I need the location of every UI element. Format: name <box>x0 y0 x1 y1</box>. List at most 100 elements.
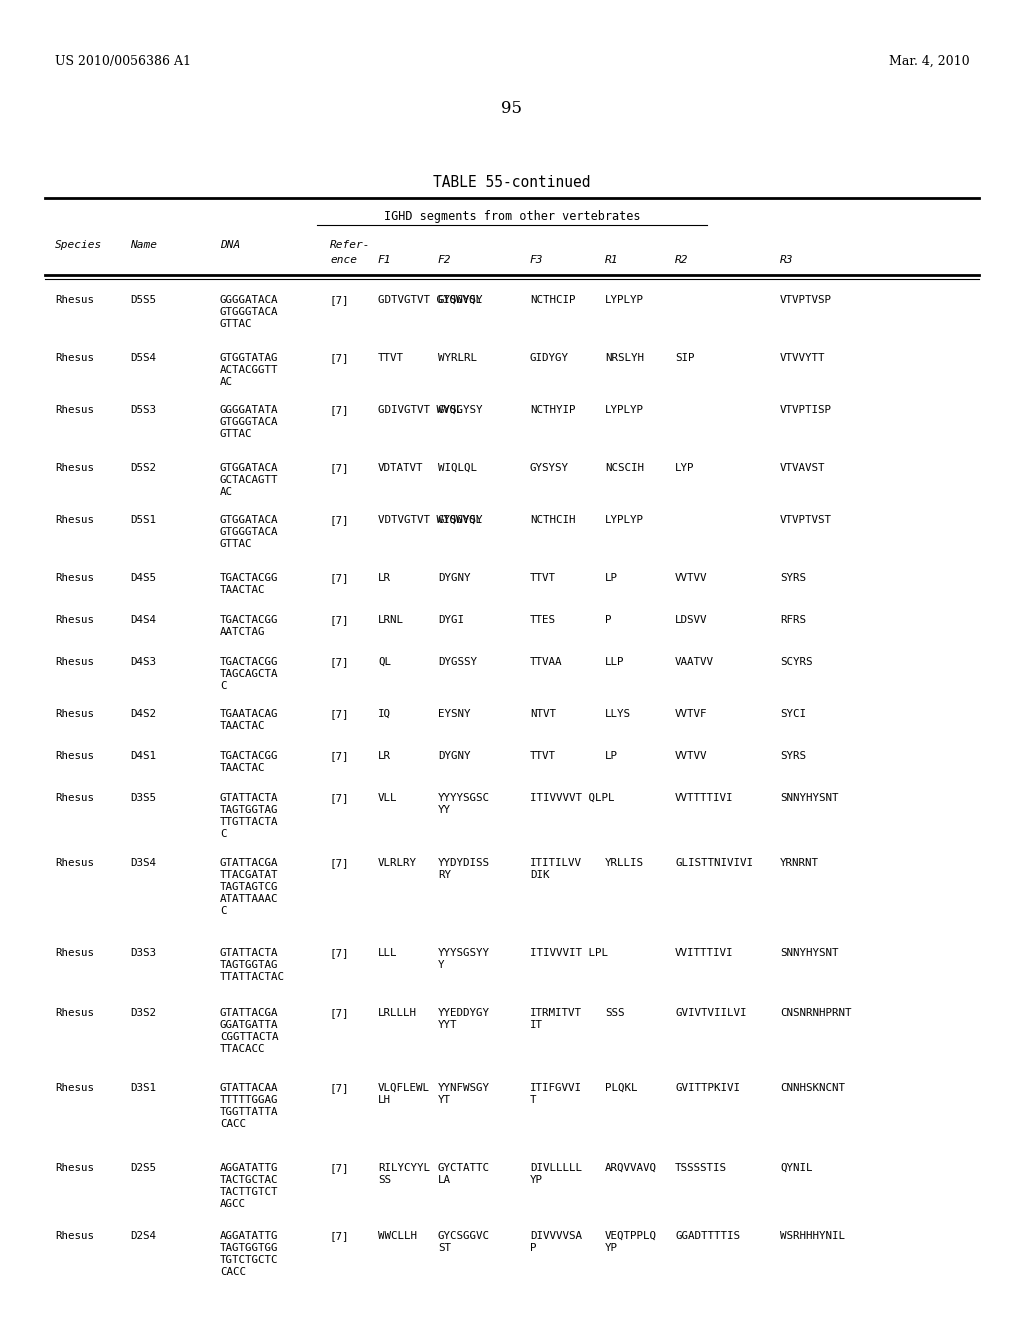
Text: YYNFWSGY
YT: YYNFWSGY YT <box>438 1082 490 1105</box>
Text: SYRS: SYRS <box>780 573 806 583</box>
Text: GVIVTVIILVI: GVIVTVIILVI <box>675 1008 746 1018</box>
Text: Rhesus: Rhesus <box>55 615 94 624</box>
Text: TSSSSTIS: TSSSSTIS <box>675 1163 727 1173</box>
Text: ITIVVVIT LPL: ITIVVVIT LPL <box>530 948 608 958</box>
Text: GYSYSY: GYSYSY <box>530 463 569 473</box>
Text: F2: F2 <box>438 255 452 265</box>
Text: D3S1: D3S1 <box>130 1082 156 1093</box>
Text: SSS: SSS <box>605 1008 625 1018</box>
Text: NCTHCIH: NCTHCIH <box>530 515 575 525</box>
Text: GTGGTATAG
ACTACGGTT
AC: GTGGTATAG ACTACGGTT AC <box>220 352 279 387</box>
Text: NCSCIH: NCSCIH <box>605 463 644 473</box>
Text: GYSGYSY: GYSGYSY <box>438 294 483 305</box>
Text: D2S5: D2S5 <box>130 1163 156 1173</box>
Text: VTVVYTT: VTVVYTT <box>780 352 825 363</box>
Text: TGAATACAG
TAACTAC: TGAATACAG TAACTAC <box>220 709 279 731</box>
Text: R3: R3 <box>780 255 794 265</box>
Text: [7]: [7] <box>330 858 349 869</box>
Text: VVTVV: VVTVV <box>675 751 708 762</box>
Text: ITIVVVVT QLPL: ITIVVVVT QLPL <box>530 793 614 803</box>
Text: SNNYHYSNT: SNNYHYSNT <box>780 948 839 958</box>
Text: 95: 95 <box>502 100 522 117</box>
Text: WYRLRL: WYRLRL <box>438 352 477 363</box>
Text: VTVPTVST: VTVPTVST <box>780 515 831 525</box>
Text: RILYCYYL
SS: RILYCYYL SS <box>378 1163 430 1185</box>
Text: GIDYGY: GIDYGY <box>530 352 569 363</box>
Text: D3S5: D3S5 <box>130 793 156 803</box>
Text: Rhesus: Rhesus <box>55 294 94 305</box>
Text: [7]: [7] <box>330 352 349 363</box>
Text: D3S3: D3S3 <box>130 948 156 958</box>
Text: ITIFGVVI
T: ITIFGVVI T <box>530 1082 582 1105</box>
Text: D4S1: D4S1 <box>130 751 156 762</box>
Text: F1: F1 <box>378 255 391 265</box>
Text: GTATTACTA
TAGTGGTAG
TTGTTACTA
C: GTATTACTA TAGTGGTAG TTGTTACTA C <box>220 793 279 840</box>
Text: ITITILVV
DIK: ITITILVV DIK <box>530 858 582 880</box>
Text: VDTATVT: VDTATVT <box>378 463 424 473</box>
Text: [7]: [7] <box>330 515 349 525</box>
Text: Rhesus: Rhesus <box>55 948 94 958</box>
Text: IGHD segments from other vertebrates: IGHD segments from other vertebrates <box>384 210 640 223</box>
Text: LDSVV: LDSVV <box>675 615 708 624</box>
Text: D5S4: D5S4 <box>130 352 156 363</box>
Text: TABLE 55-continued: TABLE 55-continued <box>433 176 591 190</box>
Text: VVITTTIVI: VVITTTIVI <box>675 948 733 958</box>
Text: VLQFLEWL
LH: VLQFLEWL LH <box>378 1082 430 1105</box>
Text: GTATTACAA
TTTTTGGAG
TGGTTATTA
CACC: GTATTACAA TTTTTGGAG TGGTTATTA CACC <box>220 1082 279 1129</box>
Text: [7]: [7] <box>330 1082 349 1093</box>
Text: D4S4: D4S4 <box>130 615 156 624</box>
Text: PLQKL: PLQKL <box>605 1082 638 1093</box>
Text: Rhesus: Rhesus <box>55 463 94 473</box>
Text: GLISTTNIVIVI: GLISTTNIVIVI <box>675 858 753 869</box>
Text: LYPLYP: LYPLYP <box>605 515 644 525</box>
Text: [7]: [7] <box>330 615 349 624</box>
Text: [7]: [7] <box>330 793 349 803</box>
Text: GGGGATACA
GTGGGTACA
GTTAC: GGGGATACA GTGGGTACA GTTAC <box>220 294 279 329</box>
Text: DYGNY: DYGNY <box>438 573 470 583</box>
Text: DIVLLLLL
YP: DIVLLLLL YP <box>530 1163 582 1185</box>
Text: NRSLYH: NRSLYH <box>605 352 644 363</box>
Text: ITRMITVT
IT: ITRMITVT IT <box>530 1008 582 1030</box>
Text: [7]: [7] <box>330 573 349 583</box>
Text: Name: Name <box>130 240 157 249</box>
Text: LYPLYP: LYPLYP <box>605 294 644 305</box>
Text: [7]: [7] <box>330 948 349 958</box>
Text: CNSNRNHPRNT: CNSNRNHPRNT <box>780 1008 852 1018</box>
Text: US 2010/0056386 A1: US 2010/0056386 A1 <box>55 55 191 69</box>
Text: SYRS: SYRS <box>780 751 806 762</box>
Text: [7]: [7] <box>330 751 349 762</box>
Text: VLRLRY: VLRLRY <box>378 858 417 869</box>
Text: VTVPTVSP: VTVPTVSP <box>780 294 831 305</box>
Text: TTVT: TTVT <box>530 751 556 762</box>
Text: DIVVVVSA
P: DIVVVVSA P <box>530 1232 582 1253</box>
Text: DNA: DNA <box>220 240 241 249</box>
Text: SCYRS: SCYRS <box>780 657 812 667</box>
Text: YYDYDISS
RY: YYDYDISS RY <box>438 858 490 880</box>
Text: GTGGATACA
GTGGGTACA
GTTAC: GTGGATACA GTGGGTACA GTTAC <box>220 515 279 549</box>
Text: VVTVF: VVTVF <box>675 709 708 719</box>
Text: D4S3: D4S3 <box>130 657 156 667</box>
Text: DYGI: DYGI <box>438 615 464 624</box>
Text: TTVAA: TTVAA <box>530 657 562 667</box>
Text: GGADTTTTIS: GGADTTTTIS <box>675 1232 740 1241</box>
Text: DYGNY: DYGNY <box>438 751 470 762</box>
Text: Rhesus: Rhesus <box>55 858 94 869</box>
Text: QL: QL <box>378 657 391 667</box>
Text: D5S2: D5S2 <box>130 463 156 473</box>
Text: GDTVGTVT GIQWVQL: GDTVGTVT GIQWVQL <box>378 294 482 305</box>
Text: YYEDDYGY
YYT: YYEDDYGY YYT <box>438 1008 490 1030</box>
Text: DYGSSY: DYGSSY <box>438 657 477 667</box>
Text: R2: R2 <box>675 255 688 265</box>
Text: SIP: SIP <box>675 352 694 363</box>
Text: Rhesus: Rhesus <box>55 352 94 363</box>
Text: ARQVVAVQ: ARQVVAVQ <box>605 1163 657 1173</box>
Text: Rhesus: Rhesus <box>55 405 94 414</box>
Text: F3: F3 <box>530 255 544 265</box>
Text: Rhesus: Rhesus <box>55 657 94 667</box>
Text: LYP: LYP <box>675 463 694 473</box>
Text: [7]: [7] <box>330 463 349 473</box>
Text: P: P <box>605 615 611 624</box>
Text: VLL: VLL <box>378 793 397 803</box>
Text: ence: ence <box>330 255 357 265</box>
Text: AGGATATTG
TACTGCTAC
TACTTGTCT
AGCC: AGGATATTG TACTGCTAC TACTTGTCT AGCC <box>220 1163 279 1209</box>
